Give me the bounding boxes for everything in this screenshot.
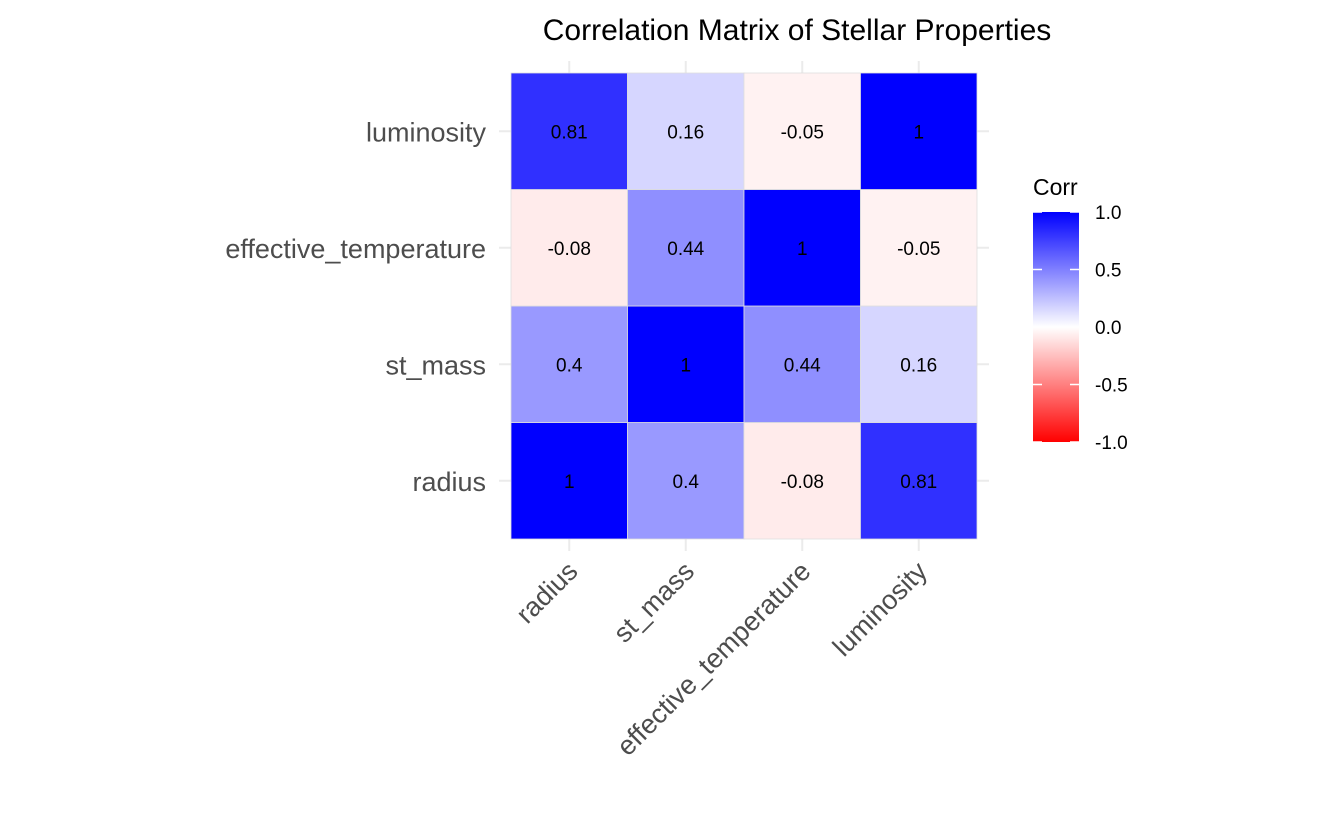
heatmap-cell [743,189,861,307]
cell-value-label: -0.08 [781,472,824,493]
heatmap-cell [627,422,745,540]
legend-title: Corr [1033,174,1078,200]
heatmap-cell [510,189,628,307]
cell-value-label: 1 [680,355,691,376]
cell-value-label: 0.4 [673,472,700,493]
legend-tick-label: 0.0 [1095,318,1121,339]
y-tick-label: effective_temperature [225,234,486,264]
heatmap-cell [510,422,628,540]
heatmap-cells [510,72,978,540]
heatmap-cell [860,305,978,423]
heatmap-cell [627,305,745,423]
x-tick-label: radius [510,556,583,629]
cell-value-label: -0.05 [781,122,824,143]
cell-value-label: -0.08 [548,239,591,260]
heatmap-cell [627,72,745,190]
heatmap-cell [860,72,978,190]
cell-value-label: 0.44 [667,239,704,260]
y-tick-label: st_mass [385,350,486,380]
x-tick-label: luminosity [827,556,933,662]
y-tick-label: radius [412,467,486,497]
heatmap-cell [743,72,861,190]
legend-tick-label: 1.0 [1095,203,1121,224]
cell-value-label: 0.81 [551,122,588,143]
heatmap-cell [510,72,628,190]
legend-ticks: 1.0 0.5 0.0 -0.5 -1.0 [1033,203,1128,454]
cell-value-label: 1 [564,472,575,493]
x-tick-label: effective_temperature [611,556,817,762]
heatmap-cell [743,422,861,540]
heatmap-cell [860,189,978,307]
legend-tick-label: 0.5 [1095,261,1121,282]
y-tick-label: luminosity [366,117,487,147]
legend-tick-label: -1.0 [1095,433,1128,454]
cell-value-label: 1 [913,122,924,143]
color-legend: Corr 1.0 0.5 0.0 -0.5 -1.0 [1033,174,1128,454]
cell-value-label: 0.81 [900,472,937,493]
cell-value-label: 0.4 [556,355,583,376]
cell-value-label: 1 [797,239,808,260]
legend-tick-label: -0.5 [1095,376,1128,397]
heatmap-cell [860,422,978,540]
cell-value-label: 0.44 [784,355,821,376]
cell-value-label: 0.16 [667,122,704,143]
cell-value-labels: 1 0.4 -0.08 0.81 0.4 1 0.44 0.16 -0.08 0.44 1 -0.05… [548,122,941,493]
cell-value-label: -0.05 [897,239,940,260]
x-tick-label: st_mass [608,556,700,648]
chart-title: Correlation Matrix of Stellar Properties [543,14,1052,47]
y-axis-tick-labels: radius st_mass effective_temperature lumino… [225,117,486,497]
cell-value-label: 0.16 [900,355,937,376]
